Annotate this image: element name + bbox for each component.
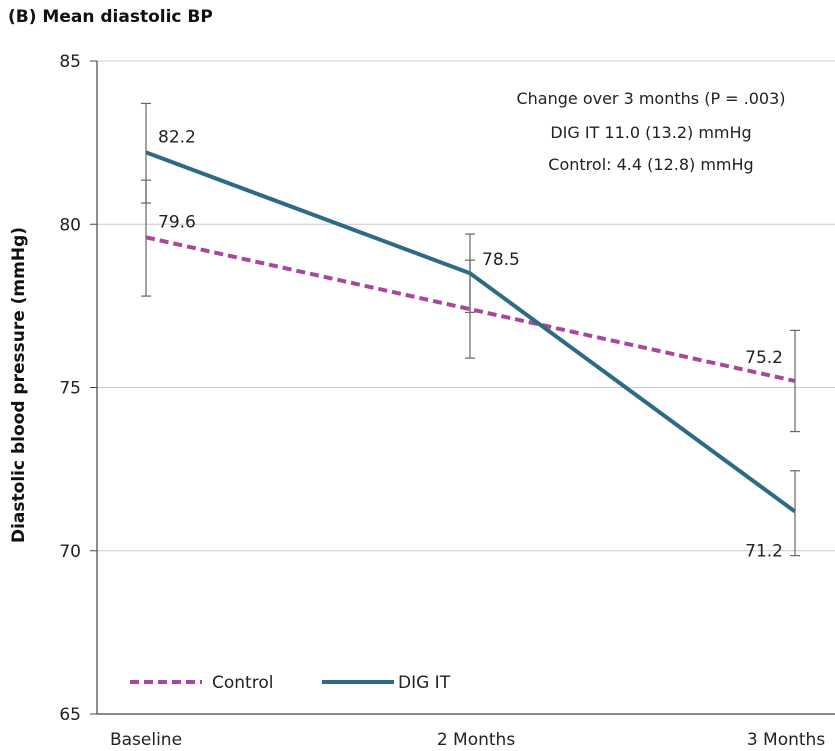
legend-item: Control	[130, 673, 273, 693]
error-bars	[141, 102, 800, 557]
y-tick-label: 75	[59, 379, 81, 399]
y-tick-label: 70	[59, 542, 81, 562]
y-tick-label: 65	[59, 705, 81, 725]
x-tick-label: 2 Months	[437, 730, 516, 750]
error-bar	[465, 233, 475, 314]
x-tick-label: 3 Months	[747, 730, 826, 750]
legend-item: DIG IT	[322, 673, 451, 693]
data-label: 78.5	[482, 250, 520, 270]
y-tick-label: 85	[59, 52, 81, 72]
legend-label: DIG IT	[398, 673, 451, 693]
annotation-box: Change over 3 months (P = .003) DIG IT 11…	[516, 89, 785, 174]
data-labels: 79.6 75.2 82.2 78.5 71.2	[158, 127, 783, 561]
data-label: 82.2	[158, 127, 196, 147]
error-bar	[790, 329, 800, 433]
y-tick-label: 80	[59, 215, 81, 235]
data-label: 71.2	[745, 542, 783, 562]
data-label: 79.6	[158, 212, 196, 232]
annotation-line: Change over 3 months (P = .003)	[516, 89, 785, 108]
chart-title: (B) Mean diastolic BP	[8, 7, 213, 27]
series-line-control	[145, 235, 796, 383]
annotation-line: DIG IT 11.0 (13.2) mmHg	[550, 123, 751, 142]
x-tick-label: Baseline	[110, 730, 182, 750]
error-bar	[141, 102, 151, 204]
annotation-line: Control: 4.4 (12.8) mmHg	[548, 155, 753, 174]
grid-lines	[97, 60, 835, 552]
y-axis-label: Diastolic blood pressure (mmHg)	[9, 227, 29, 543]
legend-label: Control	[212, 673, 273, 693]
error-bar	[790, 470, 800, 557]
axes: 65 70 75 80 85 Baseline 2 Months 3 Months	[59, 52, 835, 750]
legend: Control DIG IT	[130, 673, 451, 693]
data-label: 75.2	[745, 348, 783, 368]
